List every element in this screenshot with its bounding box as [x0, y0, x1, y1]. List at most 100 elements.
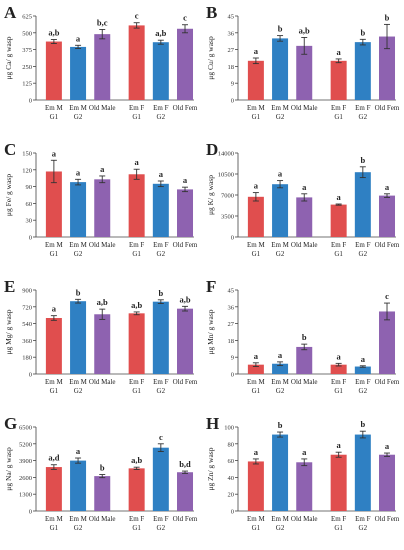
x-tick-label: Em M G1: [247, 515, 265, 532]
x-tick-label-line: G1: [252, 250, 261, 258]
x-tick-label-line: Em F: [331, 241, 346, 249]
bar: [330, 60, 347, 100]
y-axis-label: μg Zn/ g wasp: [206, 447, 215, 490]
bar: [45, 467, 62, 511]
x-tick-label-line: Old Fem: [173, 104, 198, 112]
x-tick-label: Old Male: [89, 515, 116, 523]
significance-label: a: [337, 47, 342, 57]
significance-label: a,b: [299, 25, 310, 35]
bar: [152, 447, 169, 511]
x-tick-label: Old Fem: [375, 515, 400, 523]
bar: [272, 363, 289, 374]
y-tick-label: 36: [228, 304, 235, 311]
significance-label: a: [254, 46, 259, 56]
panel-letter-g: G: [4, 414, 17, 433]
significance-label: b: [278, 420, 283, 430]
x-tick-label-line: Em F: [153, 378, 168, 386]
x-tick-label-line: G2: [157, 250, 166, 258]
panel-letter-e: E: [4, 277, 15, 296]
x-tick-label: Em M G1: [45, 378, 63, 395]
bar: [354, 434, 371, 511]
x-tick-label-line: G2: [74, 250, 83, 258]
x-tick-label-line: Old Fem: [375, 378, 400, 386]
bar: [128, 174, 145, 237]
bar: [247, 461, 264, 511]
x-tick-label: Em F G2: [355, 515, 370, 532]
x-tick-label: Em M G2: [271, 104, 289, 121]
significance-label: b: [158, 288, 163, 298]
significance-label: a: [52, 304, 57, 314]
x-tick-label: Old Fem: [173, 515, 198, 523]
x-tick-label-line: Old Fem: [173, 241, 198, 249]
x-tick-label-line: G2: [359, 524, 368, 532]
x-tick-label-line: G1: [132, 524, 141, 532]
bar: [177, 472, 194, 511]
y-tick-label: 90: [26, 184, 33, 191]
significance-label: a: [159, 169, 164, 179]
significance-label: c: [385, 291, 389, 301]
significance-label: b: [360, 27, 365, 37]
significance-label: a: [76, 167, 81, 177]
bar: [272, 434, 289, 511]
significance-label: b: [76, 287, 81, 297]
x-tick-label: Em F G2: [355, 241, 370, 258]
x-tick-label: Old Fem: [173, 378, 198, 386]
x-tick-label: Old Fem: [173, 104, 198, 112]
y-tick-label: 20: [228, 492, 235, 499]
x-tick-label: Em M G1: [247, 378, 265, 395]
bar: [128, 313, 145, 374]
x-tick-label-line: Em M: [271, 378, 289, 386]
y-tick-label: 10500: [218, 172, 234, 179]
bar: [45, 171, 62, 237]
x-tick-label: Em M G2: [69, 241, 87, 258]
significance-label: b: [278, 24, 283, 34]
x-tick-label-line: Em M: [271, 241, 289, 249]
x-tick-label-line: Old Male: [291, 378, 318, 386]
x-tick-label: Em F G1: [331, 515, 346, 532]
significance-label: a,b: [179, 294, 190, 304]
x-tick-label-line: Old Male: [89, 104, 116, 112]
x-tick-label-line: G1: [334, 387, 343, 395]
y-tick-label: 900: [22, 288, 32, 295]
x-tick-label-line: Em F: [355, 378, 370, 386]
y-tick-label: 180: [22, 355, 32, 362]
y-tick-label: 18: [228, 64, 235, 71]
y-tick-label: 720: [22, 304, 32, 311]
y-tick-label: 60: [26, 201, 33, 208]
x-tick-label-line: Em M: [247, 241, 265, 249]
x-tick-label-line: G2: [359, 113, 368, 121]
x-tick-label: Old Fem: [375, 241, 400, 249]
bar: [379, 454, 396, 511]
y-tick-label: 0: [29, 235, 32, 242]
x-tick-label: Old Male: [291, 241, 318, 249]
y-tick-label: 375: [22, 47, 32, 54]
x-tick-label: Old Male: [291, 378, 318, 386]
x-tick-label-line: G1: [132, 250, 141, 258]
x-tick-label: Em M G1: [247, 241, 265, 258]
x-tick-label-line: Old Male: [291, 515, 318, 523]
bar: [70, 182, 87, 237]
panel-letter-d: D: [206, 140, 218, 159]
y-tick-label: 6500: [19, 425, 32, 432]
x-tick-label: Em F G2: [153, 241, 168, 258]
x-tick-label-line: G1: [50, 250, 59, 258]
x-tick-label: Em F G1: [331, 378, 346, 395]
x-tick-label: Em F G2: [153, 378, 168, 395]
x-tick-label-line: Em F: [355, 104, 370, 112]
x-tick-label-line: G2: [157, 524, 166, 532]
x-tick-label: Old Fem: [375, 104, 400, 112]
x-tick-label: Em F G1: [129, 104, 144, 121]
y-tick-label: 360: [22, 338, 32, 345]
x-tick-label-line: G1: [334, 113, 343, 121]
significance-label: a: [337, 192, 342, 202]
significance-label: c: [135, 11, 139, 21]
x-tick-label-line: G2: [359, 250, 368, 258]
x-tick-label-line: G1: [50, 387, 59, 395]
y-axis-label: μg Mg/ g wasp: [4, 309, 13, 354]
bar: [94, 476, 111, 511]
x-tick-label-line: G1: [334, 250, 343, 258]
